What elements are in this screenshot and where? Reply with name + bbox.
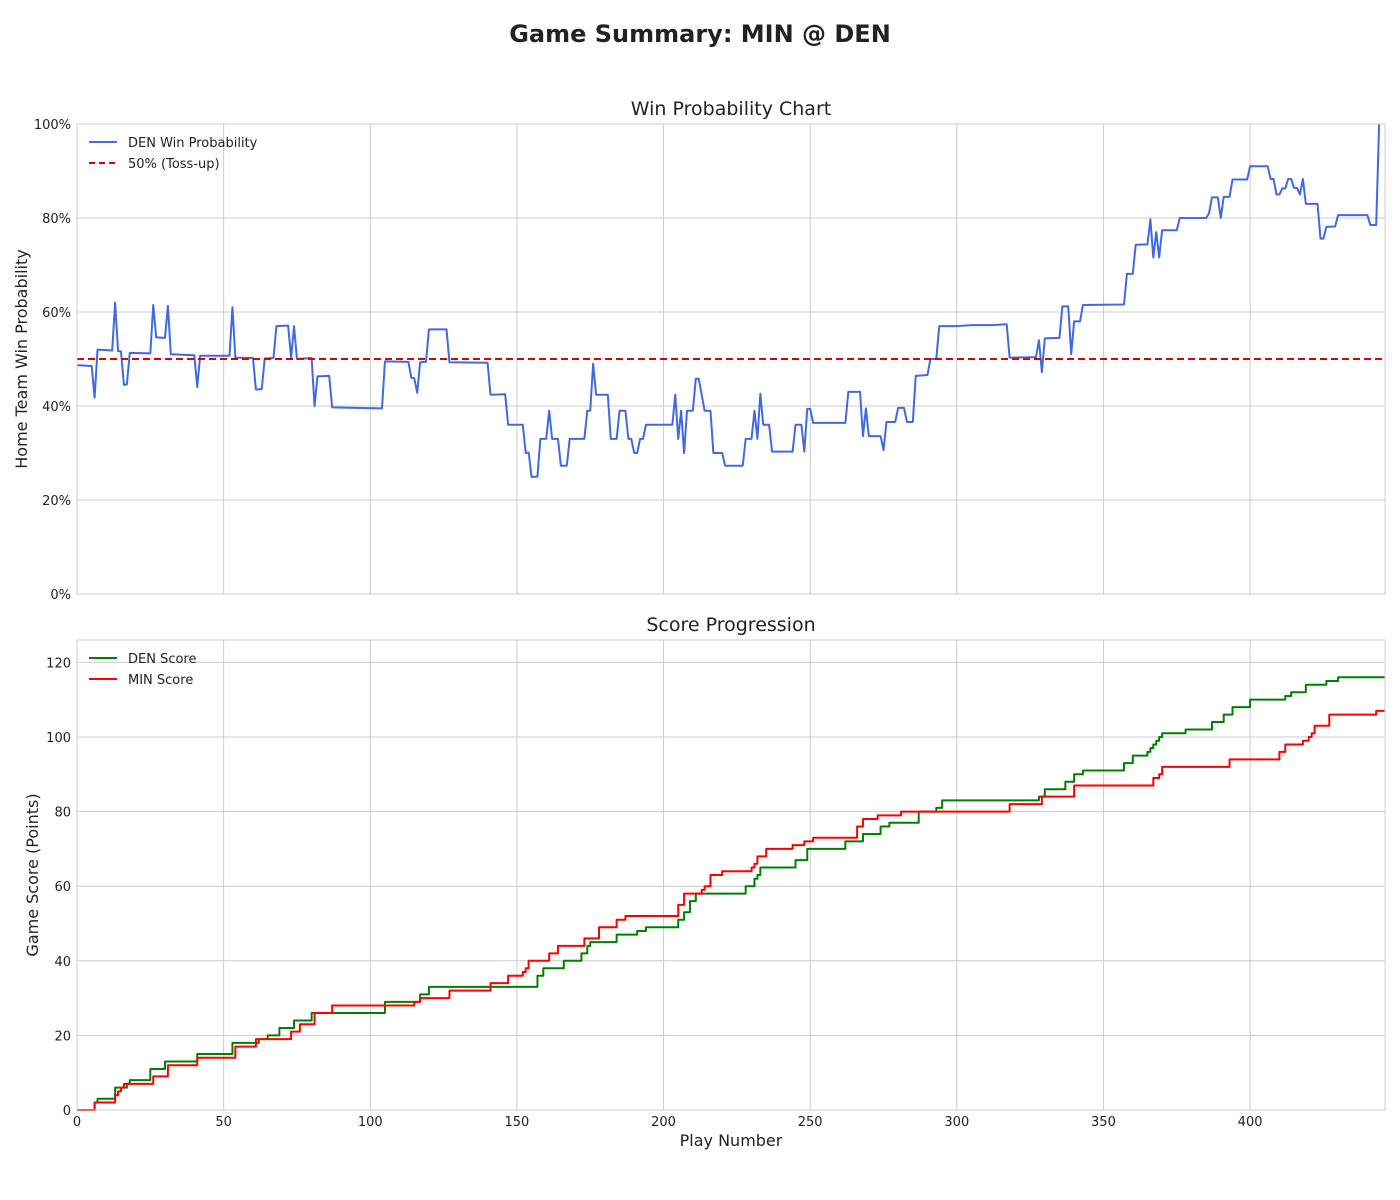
score-progression-frame <box>76 639 1386 1111</box>
win-probability-legend-label: 50% (Toss-up) <box>128 157 220 172</box>
score-progression-x-tick-label: 100 <box>358 1115 383 1130</box>
win-probability-legend: DEN Win Probability 50% (Toss-up) <box>89 136 258 172</box>
win-probability-frame <box>76 123 1386 595</box>
score-progression-ticks: 0 50 100 150 200 250 300 350 400 0 20 40 60 80 100 120 <box>46 656 1262 1130</box>
score-progression-series-line-2 <box>77 709 1385 1111</box>
score-progression-panel: Score Progression Game Score (Points) Pl… <box>23 614 1386 1150</box>
win-probability-y-tick-label: 20% <box>42 494 71 509</box>
win-probability-title: Win Probability Chart <box>631 98 831 120</box>
score-progression-x-tick-label: 300 <box>944 1115 969 1130</box>
score-progression-x-tick-label: 0 <box>73 1115 81 1130</box>
score-progression-legend: DEN Score MIN Score <box>89 652 197 688</box>
score-progression-x-tick-label: 350 <box>1091 1115 1116 1130</box>
score-progression-y-tick-label: 20 <box>54 1029 71 1044</box>
score-progression-legend-label: MIN Score <box>128 673 193 688</box>
win-probability-ylabel: Home Team Win Probability <box>12 249 31 468</box>
score-progression-y-tick-label: 0 <box>63 1104 71 1119</box>
score-progression-x-tick-label: 200 <box>651 1115 676 1130</box>
score-progression-series-line-1 <box>77 676 1385 1111</box>
win-probability-series-line-1 <box>76 123 1381 478</box>
score-progression-y-tick-label: 80 <box>54 806 71 821</box>
win-probability-y-tick-label: 40% <box>42 400 71 415</box>
score-progression-grid <box>76 640 1385 1111</box>
win-probability-y-tick-label: 80% <box>42 212 71 227</box>
score-progression-x-tick-label: 50 <box>215 1115 232 1130</box>
score-progression-x-tick-label: 150 <box>504 1115 529 1130</box>
score-progression-ylabel: Game Score (Points) <box>23 793 42 956</box>
score-progression-x-tick-label: 400 <box>1238 1115 1263 1130</box>
score-progression-title: Score Progression <box>646 614 815 636</box>
score-progression-x-tick-label: 250 <box>798 1115 823 1130</box>
score-progression-xlabel: Play Number <box>680 1131 783 1150</box>
win-probability-ticks: 0% 20% 40% 60% 80% 100% <box>34 118 71 603</box>
score-progression-legend-label: DEN Score <box>128 652 197 667</box>
win-probability-y-tick-label: 100% <box>34 118 71 133</box>
win-probability-y-tick-label: 0% <box>50 588 71 603</box>
score-progression-y-tick-label: 40 <box>54 955 71 970</box>
win-probability-series <box>76 123 1385 478</box>
score-progression-y-tick-label: 120 <box>46 656 71 671</box>
win-probability-panel: Win Probability Chart Home Team Win Prob… <box>12 98 1386 603</box>
score-progression-y-tick-label: 60 <box>54 880 71 895</box>
win-probability-y-tick-label: 60% <box>42 306 71 321</box>
score-progression-series <box>77 676 1385 1111</box>
figure-title: Game Summary: MIN @ DEN <box>509 20 891 48</box>
win-probability-legend-label: DEN Win Probability <box>128 136 258 151</box>
score-progression-y-tick-label: 100 <box>46 731 71 746</box>
